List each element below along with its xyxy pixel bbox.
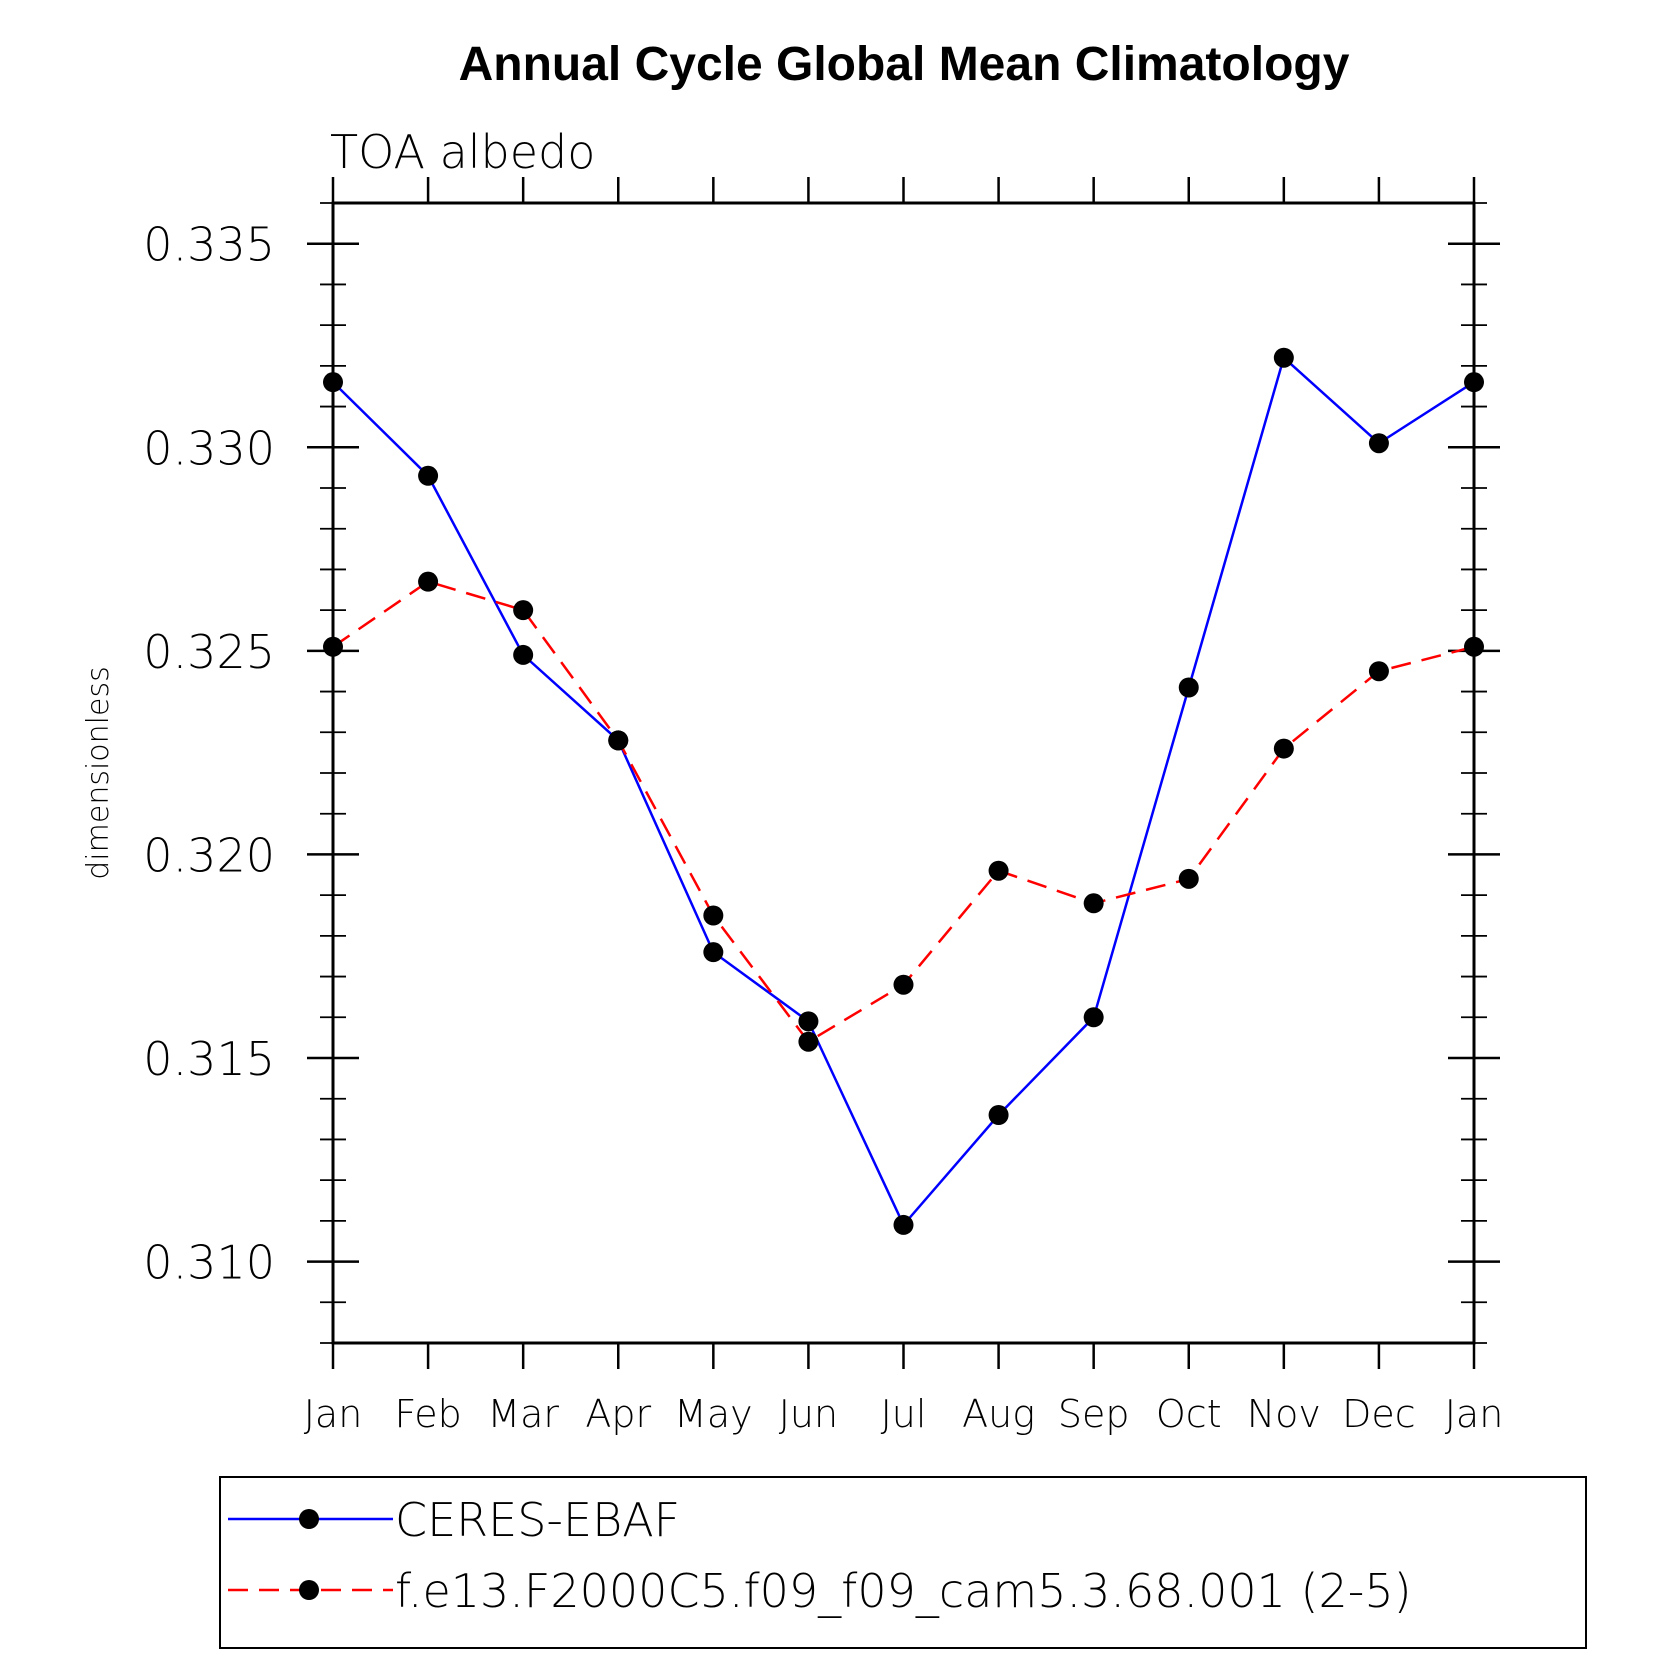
x-tick-label: Sep — [1058, 1392, 1130, 1436]
y-tick-label: 0.330 — [143, 421, 275, 475]
series-0-point — [1083, 1007, 1104, 1028]
x-tick-label: May — [674, 1392, 753, 1436]
series-0-point — [1368, 433, 1389, 454]
x-tick-label: Jan — [304, 1392, 363, 1436]
chart-title: Annual Cycle Global Mean Climatology — [459, 38, 1350, 91]
y-tick-label: 0.325 — [143, 625, 275, 679]
y-tick-label: 0.310 — [143, 1236, 275, 1290]
chart-subtitle: TOA albedo — [330, 125, 595, 179]
legend-item-ceres: CERES-EBAF — [228, 1493, 680, 1547]
series-1-point — [1368, 661, 1389, 682]
x-tick-label: Apr — [585, 1392, 651, 1436]
legend: CERES-EBAF f.e13.F2000C5.f09_f09_cam5.3.… — [219, 1476, 1587, 1649]
series-0-point — [418, 465, 439, 486]
series-0-point — [513, 644, 534, 665]
series-1-point — [1273, 738, 1294, 759]
x-tick-label: Oct — [1156, 1392, 1222, 1436]
series-1-point — [988, 860, 1009, 881]
series-1-point — [608, 730, 629, 751]
series-1-point — [1083, 893, 1104, 914]
ticks-layer: Jan Feb Mar Apr May Jun Jul Aug Sep Oct Nov Dec Jan 0… — [143, 177, 1503, 1436]
series-0-point — [1178, 677, 1199, 698]
y-tick-label: 0.315 — [143, 1032, 275, 1086]
series-0-point — [703, 942, 724, 963]
series-0-point — [798, 1011, 819, 1032]
x-tick-label: Jul — [881, 1392, 927, 1436]
x-tick-label: Nov — [1247, 1392, 1321, 1436]
series-1-point — [513, 600, 534, 621]
x-tick-label: Jun — [779, 1392, 838, 1436]
series-line-1 — [332, 580, 1475, 1044]
legend-item-model: f.e13.F2000C5.f09_f09_cam5.3.68.001 (2-5… — [228, 1564, 1412, 1618]
series-1-point — [703, 905, 724, 926]
x-tick-label: Jan — [1445, 1392, 1504, 1436]
series-0-point — [893, 1214, 914, 1235]
series-1-point — [893, 974, 914, 995]
y-tick-label: 0.335 — [143, 218, 275, 272]
series-1-point — [798, 1031, 819, 1052]
series-0-point — [1273, 347, 1294, 368]
legend-box — [219, 1476, 1587, 1649]
series-line-0 — [332, 355, 1475, 1228]
x-tick-label: Mar — [487, 1392, 559, 1436]
series-1-point — [418, 571, 439, 592]
legend-marker-model — [299, 1580, 319, 1600]
series-1-point — [1178, 868, 1199, 889]
plot-frame — [331, 201, 1476, 1345]
x-tick-label: Feb — [394, 1392, 461, 1436]
y-axis-label: dimensionless — [81, 666, 116, 879]
legend-label-model: f.e13.F2000C5.f09_f09_cam5.3.68.001 (2-5… — [395, 1564, 1412, 1618]
series-layer — [323, 347, 1484, 1235]
x-tick-label: Aug — [962, 1392, 1035, 1436]
x-tick-label: Dec — [1342, 1392, 1416, 1436]
legend-marker-ceres — [299, 1509, 319, 1529]
y-tick-label: 0.320 — [143, 828, 275, 882]
series-0-point — [988, 1105, 1009, 1125]
legend-label-ceres: CERES-EBAF — [395, 1493, 680, 1547]
